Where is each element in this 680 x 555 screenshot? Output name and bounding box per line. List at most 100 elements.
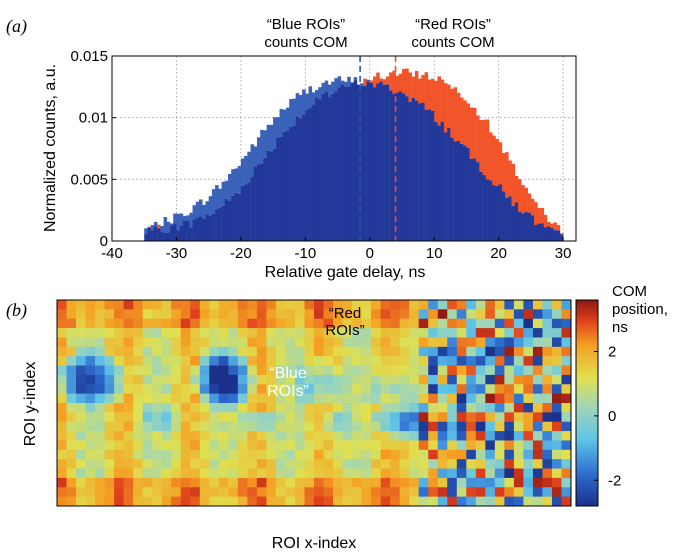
heatmap-cell xyxy=(352,328,362,338)
heatmap-cell xyxy=(513,365,524,376)
heatmap-cell xyxy=(285,496,296,507)
hist-bar-overlap xyxy=(237,193,242,241)
heatmap-cell xyxy=(247,300,258,310)
heatmap-cell xyxy=(475,403,486,413)
heatmap-cell xyxy=(152,318,163,329)
hist-bar-excess xyxy=(501,152,506,192)
heatmap-cell xyxy=(133,431,144,441)
x-tick-label: 0 xyxy=(366,245,374,262)
heatmap-cell xyxy=(304,487,315,498)
heatmap-cell xyxy=(171,300,182,310)
heatmap-cell xyxy=(342,431,353,441)
y-tick-label: 0.005 xyxy=(70,171,108,188)
heatmap-cell xyxy=(275,487,286,498)
heatmap-cell xyxy=(57,496,67,507)
heatmap-cell xyxy=(361,477,372,488)
hist-bar-overlap xyxy=(282,131,287,241)
heatmap-cell xyxy=(123,412,134,423)
heatmap-cell xyxy=(171,421,182,432)
heatmap-cell xyxy=(513,487,524,498)
heatmap-cell xyxy=(247,346,258,357)
hist-xlabel: Relative gate delay, ns xyxy=(265,264,426,281)
hist-bar-overlap xyxy=(221,205,226,241)
heatmap-cell xyxy=(285,477,296,488)
heatmap-cell xyxy=(171,496,182,507)
hist-bar-overlap xyxy=(228,200,232,241)
heatmap-cell xyxy=(380,337,391,348)
heatmap-cell xyxy=(532,384,543,395)
hist-bar-overlap xyxy=(315,97,319,241)
heatmap-cell xyxy=(409,374,420,385)
heatmap-cell xyxy=(371,337,382,348)
heatmap-cell xyxy=(294,496,305,507)
heatmap-cell xyxy=(218,337,229,348)
heatmap-cell xyxy=(352,449,362,460)
heatmap-cell xyxy=(504,477,515,488)
heatmap-cell xyxy=(314,318,324,329)
heatmap-cell xyxy=(199,421,210,432)
heatmap-cell xyxy=(456,337,467,348)
heatmap-cell xyxy=(171,477,182,488)
heatmap-cell xyxy=(314,468,324,479)
hist-bar-overlap xyxy=(150,230,155,241)
heatmap-cell xyxy=(218,449,229,460)
hist-bar-excess xyxy=(331,81,335,94)
heatmap-cell xyxy=(218,459,229,469)
heatmap-cell xyxy=(399,318,410,329)
heatmap-cell xyxy=(266,412,277,423)
hist-bar-overlap xyxy=(392,93,396,241)
heatmap-cell xyxy=(114,459,125,469)
heatmap-cell xyxy=(418,337,429,348)
heatmap-cell xyxy=(142,356,153,366)
heatmap-cell xyxy=(171,328,182,338)
heatmap-cell xyxy=(418,487,429,498)
heatmap-cell xyxy=(95,477,105,488)
heatmap-cell xyxy=(199,431,210,441)
heatmap-cell xyxy=(133,300,144,310)
heatmap-cell xyxy=(361,309,372,320)
hist-bar-overlap xyxy=(385,84,390,241)
hist-bar-excess xyxy=(547,221,551,227)
heatmap-cell xyxy=(513,412,524,423)
heatmap-cell xyxy=(399,300,410,310)
heatmap-cell xyxy=(333,309,343,320)
heatmap-cell xyxy=(142,393,153,404)
hist-bar-excess xyxy=(498,142,503,185)
heatmap-cell xyxy=(275,374,286,385)
heatmap-cell xyxy=(133,374,144,385)
heatmap-cell xyxy=(352,309,362,320)
heatmap-cell xyxy=(218,300,229,310)
heatmap-cell xyxy=(256,337,267,348)
heatmap-cell xyxy=(114,393,125,404)
heatmap-cell xyxy=(285,449,296,460)
heatmap-cell xyxy=(399,337,410,348)
heatmap-cell xyxy=(333,477,343,488)
heatmap-cell xyxy=(428,328,439,338)
hist-bar-excess xyxy=(514,175,519,203)
heatmap-cell xyxy=(447,487,458,498)
heatmap-cell xyxy=(551,356,562,366)
heatmap-cell xyxy=(456,440,467,451)
heatmap-cell xyxy=(104,440,115,451)
heatmap-cell xyxy=(551,318,562,329)
heatmap-cell xyxy=(494,459,505,469)
heatmap-cell xyxy=(485,328,496,338)
heatmap-cell xyxy=(418,374,429,385)
heatmap-cell xyxy=(542,328,553,338)
heatmap-cell xyxy=(209,440,220,451)
heatmap-cell xyxy=(209,328,220,338)
heatmap-cell xyxy=(199,328,210,338)
heatmap-cell xyxy=(294,487,305,498)
hist-bar-excess xyxy=(157,224,161,229)
heatmap-cell xyxy=(190,393,201,404)
hist-bar-excess xyxy=(202,204,206,220)
heatmap-cell xyxy=(66,440,77,451)
heatmap-cell xyxy=(133,412,144,423)
heatmap-cell xyxy=(532,412,543,423)
hist-bar-overlap xyxy=(292,125,296,241)
heatmap-cell xyxy=(323,403,334,413)
heatmap-cell xyxy=(466,496,477,507)
heatmap-cell xyxy=(380,374,391,385)
heatmap-cell xyxy=(76,459,86,469)
heatmap-border xyxy=(56,299,572,507)
